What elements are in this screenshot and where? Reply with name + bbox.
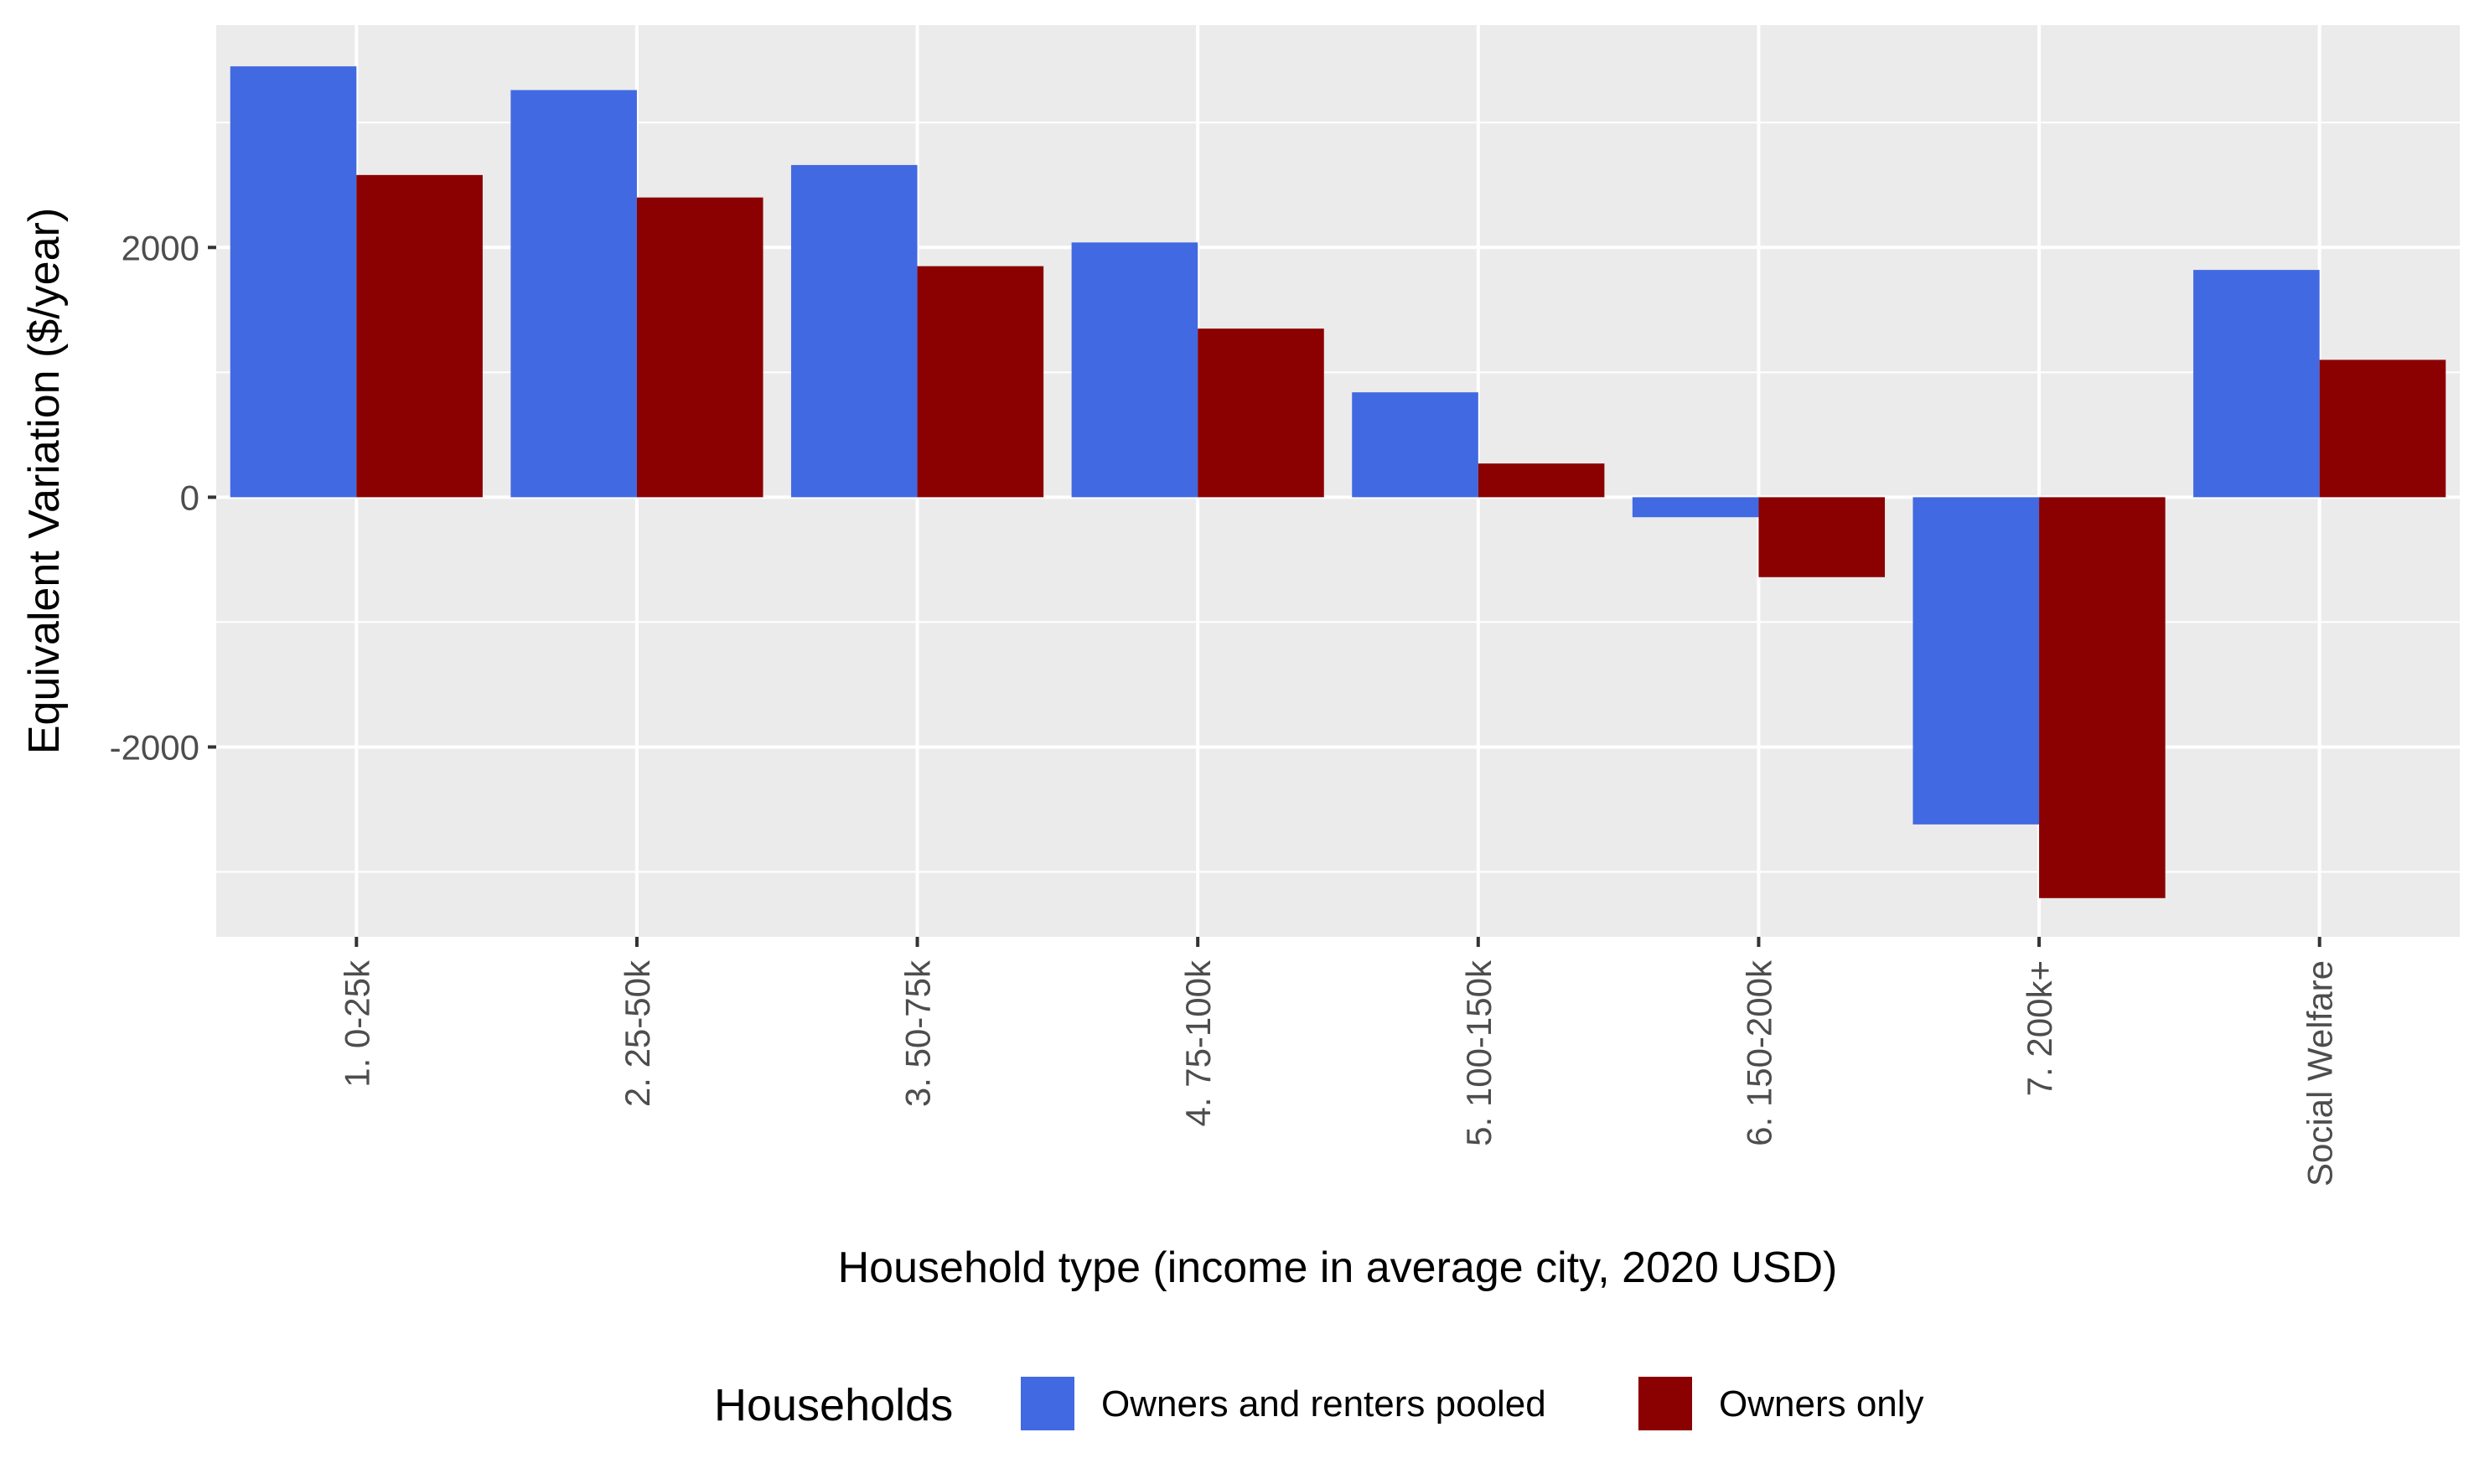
x-tick-label: Social Welfare [2301,960,2340,1187]
bar-owners-and-renters-pooled [1352,392,1478,498]
y-tick-label: -2000 [110,727,199,767]
bar-owners-only [917,266,1044,498]
bar-owners-and-renters-pooled [1912,497,2040,825]
bar-owners-and-renters-pooled [1071,242,1198,498]
bar-owners-only [1478,463,1605,498]
bar-owners-and-renters-pooled [510,90,637,498]
y-axis: -2000 0 2000 [110,228,216,767]
bar-owners-only [1198,328,1324,498]
y-tick-label: 2000 [122,228,199,267]
bar-owners-only [636,197,763,498]
legend-label-owners-and-renters-pooled: Owners and renters pooled [1101,1383,1546,1425]
bar-owners-only [2319,359,2446,498]
bar-owners-only [356,174,483,498]
x-axis-title: Household type (income in average city, … [838,1244,1838,1292]
x-tick-label: 2. 25-50k [618,959,657,1107]
legend-title: Households [714,1380,953,1430]
y-tick-label: 0 [180,478,199,517]
bar-owners-and-renters-pooled [230,66,357,498]
bar-owners-only [2039,497,2166,898]
x-tick-label: 1. 0-25k [337,959,376,1088]
y-axis-title: Equivalent Variation ($/year) [20,208,69,754]
legend: Households Owners and renters pooled Own… [714,1377,1924,1430]
x-tick-label: 3. 50-75k [898,959,938,1107]
bar-owners-and-renters-pooled [790,164,918,498]
bar-owners-and-renters-pooled [1632,497,1759,518]
bar-owners-only [1758,497,1886,577]
x-tick-label: 4. 75-100k [1178,959,1218,1126]
legend-label-owners-only: Owners only [1719,1383,1924,1425]
x-tick-label: 7. 200k+ [2020,960,2059,1096]
legend-key-owners-only [1638,1377,1692,1430]
x-tick-label: 6. 150-200k [1739,959,1778,1146]
legend-key-owners-and-renters-pooled [1021,1377,1074,1430]
bars-layer [230,66,2446,898]
x-tick-label: 5. 100-150k [1459,959,1498,1146]
x-axis: 1. 0-25k 2. 25-50k 3. 50-75k 4. 75-100k 5. 1… [337,937,2340,1187]
bar-owners-and-renters-pooled [2193,270,2320,498]
